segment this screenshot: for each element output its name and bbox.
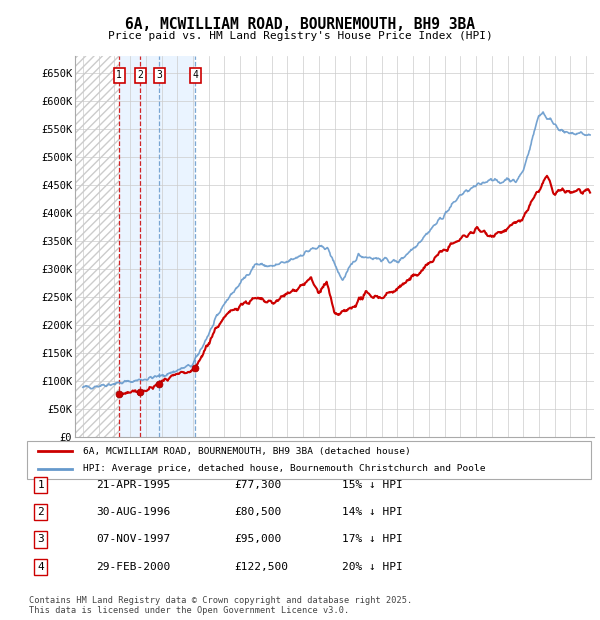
Text: 14% ↓ HPI: 14% ↓ HPI [342, 507, 403, 517]
Text: 2: 2 [137, 71, 143, 81]
Text: 4: 4 [193, 71, 199, 81]
Text: 30-AUG-1996: 30-AUG-1996 [96, 507, 170, 517]
Text: 6A, MCWILLIAM ROAD, BOURNEMOUTH, BH9 3BA (detached house): 6A, MCWILLIAM ROAD, BOURNEMOUTH, BH9 3BA… [83, 446, 411, 456]
Text: 1: 1 [37, 480, 44, 490]
Text: Price paid vs. HM Land Registry's House Price Index (HPI): Price paid vs. HM Land Registry's House … [107, 31, 493, 41]
Text: 21-APR-1995: 21-APR-1995 [96, 480, 170, 490]
Text: £122,500: £122,500 [234, 562, 288, 572]
Text: 6A, MCWILLIAM ROAD, BOURNEMOUTH, BH9 3BA: 6A, MCWILLIAM ROAD, BOURNEMOUTH, BH9 3BA [125, 17, 475, 32]
Bar [119, 56, 196, 437]
Text: 3: 3 [37, 534, 44, 544]
Text: 17% ↓ HPI: 17% ↓ HPI [342, 534, 403, 544]
Text: Contains HM Land Registry data © Crown copyright and database right 2025.
This d: Contains HM Land Registry data © Crown c… [29, 596, 412, 615]
Text: 15% ↓ HPI: 15% ↓ HPI [342, 480, 403, 490]
Text: £77,300: £77,300 [234, 480, 281, 490]
Text: 2: 2 [37, 507, 44, 517]
Text: £80,500: £80,500 [234, 507, 281, 517]
Text: HPI: Average price, detached house, Bournemouth Christchurch and Poole: HPI: Average price, detached house, Bour… [83, 464, 486, 474]
Text: 29-FEB-2000: 29-FEB-2000 [96, 562, 170, 572]
Text: 1: 1 [116, 71, 122, 81]
Text: 07-NOV-1997: 07-NOV-1997 [96, 534, 170, 544]
Text: 20% ↓ HPI: 20% ↓ HPI [342, 562, 403, 572]
Bar [75, 56, 119, 437]
Text: £95,000: £95,000 [234, 534, 281, 544]
Text: 3: 3 [156, 71, 162, 81]
Text: 4: 4 [37, 562, 44, 572]
